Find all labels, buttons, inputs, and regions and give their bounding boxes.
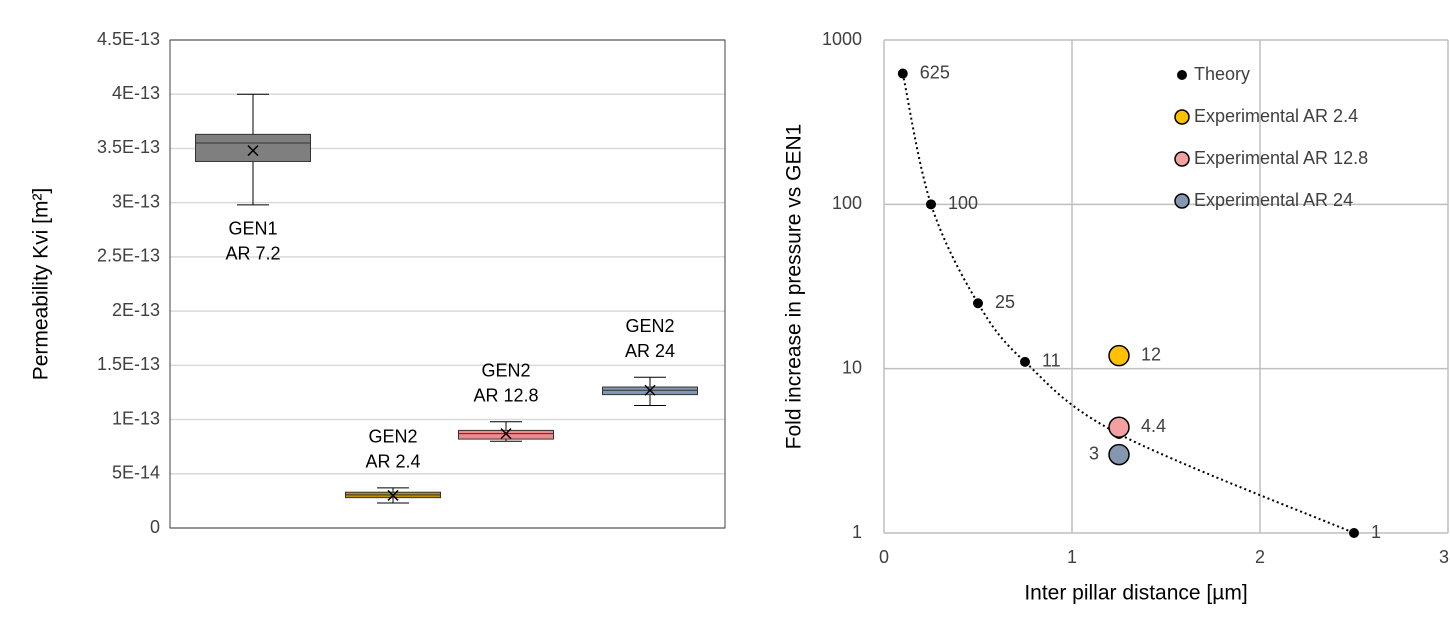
data-label: 100: [948, 193, 978, 213]
x-tick-label: 1: [1067, 547, 1077, 567]
y-tick-label: 2E-13: [112, 300, 160, 320]
point: [1020, 356, 1030, 367]
data-label: 625: [920, 62, 950, 82]
legend-marker: [1174, 151, 1190, 167]
mean-marker: [247, 145, 259, 157]
legend-label: Experimental AR 24: [1194, 190, 1353, 210]
data-label: 4.4: [1141, 416, 1166, 436]
box-label: GEN2: [368, 427, 417, 447]
y-tick-label: 4E-13: [112, 83, 160, 103]
point: [926, 199, 936, 210]
box-label: GEN2: [625, 316, 674, 336]
point: [1108, 416, 1130, 439]
mean-marker: [644, 384, 656, 396]
data-label: 3: [1089, 443, 1099, 463]
x-tick-label: 0: [879, 547, 889, 567]
y-tick-label: 1E-13: [112, 408, 160, 428]
y-tick-label: 5E-14: [112, 463, 160, 483]
box: [458, 429, 554, 440]
data-label: 11: [1042, 351, 1061, 371]
data-label: 25: [995, 292, 1015, 312]
point: [1108, 443, 1130, 466]
y-tick-label: 1: [852, 522, 862, 542]
legend-label: Experimental AR 12.8: [1194, 148, 1368, 168]
box-label: AR 2.4: [365, 452, 420, 472]
y-tick-label: 3.5E-13: [97, 137, 160, 157]
box-label: GEN1: [228, 219, 277, 239]
x-tick-label: 3: [1439, 547, 1449, 567]
y-tick-label: 100: [832, 193, 862, 213]
point: [1108, 344, 1130, 367]
x-tick-label: 2: [1255, 547, 1265, 567]
data-label: 1: [1371, 522, 1381, 542]
y-axis-title: Fold increase in pressure vs GEN1: [783, 124, 806, 450]
trend-line: [901, 73, 1355, 534]
box-label: AR 7.2: [225, 244, 280, 264]
legend-marker: [1174, 109, 1190, 125]
y-tick-label: 10: [842, 357, 862, 377]
point: [897, 68, 908, 79]
data-label: 12: [1141, 344, 1161, 364]
y-axis-title: Permeability Kvi [m²]: [30, 188, 53, 381]
y-tick-label: 3E-13: [112, 191, 160, 211]
y-tick-label: 1000: [822, 29, 862, 49]
point: [1349, 528, 1359, 538]
box-label: GEN2: [481, 360, 530, 380]
y-tick-label: 1.5E-13: [97, 354, 160, 374]
legend-marker: [1177, 70, 1187, 80]
legend-marker: [1174, 193, 1190, 209]
mean-marker: [387, 489, 399, 501]
box-label: AR 12.8: [473, 385, 538, 405]
box-label: AR 24: [625, 341, 675, 361]
legend-label: Experimental AR 2.4: [1194, 106, 1358, 126]
plot-frame: [169, 39, 726, 529]
legend-label: Theory: [1194, 64, 1250, 84]
y-tick-label: 4.5E-13: [97, 29, 160, 49]
y-tick-label: 2.5E-13: [97, 246, 160, 266]
y-tick-label: 0: [150, 517, 160, 537]
box: [195, 133, 311, 162]
point: [973, 298, 983, 309]
mean-marker: [500, 428, 512, 440]
x-axis-title: Inter pillar distance [µm]: [1024, 582, 1247, 605]
